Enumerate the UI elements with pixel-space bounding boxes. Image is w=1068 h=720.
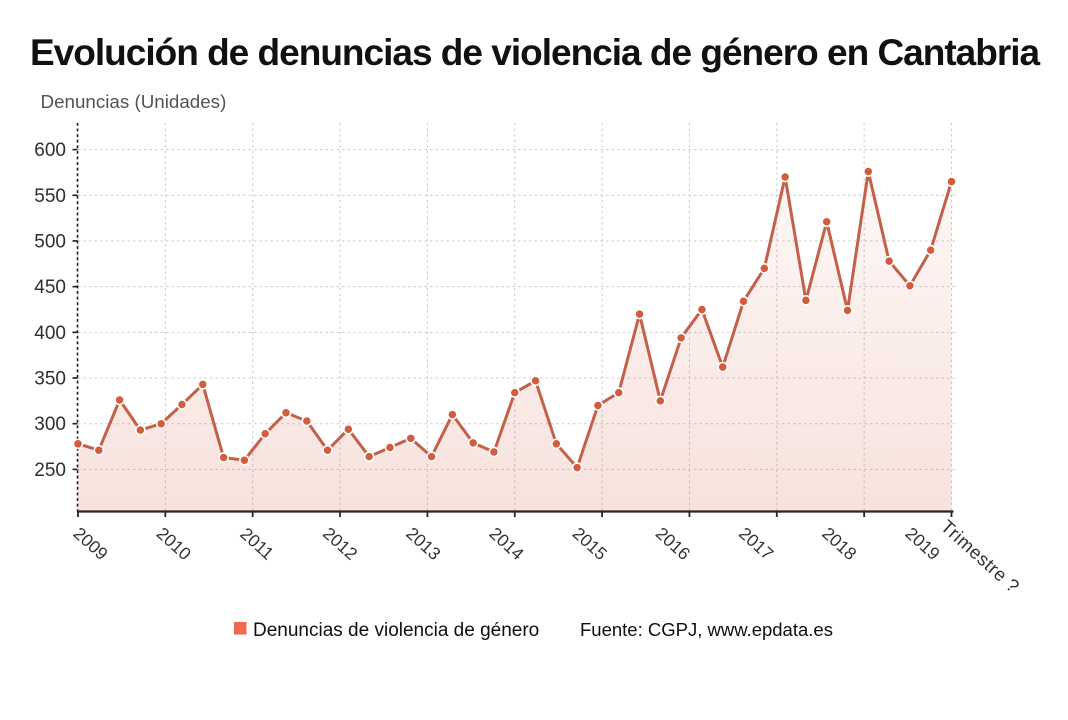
svg-text:250: 250 [34, 460, 66, 481]
svg-text:Evolución de denuncias de viol: Evolución de denuncias de violencia de g… [30, 32, 1041, 73]
svg-text:Fuente: CGPJ, www.epdata.es: Fuente: CGPJ, www.epdata.es [580, 619, 833, 640]
svg-text:Denuncias de violencia de géne: Denuncias de violencia de género [253, 620, 539, 641]
svg-text:300: 300 [34, 414, 66, 435]
svg-text:600: 600 [34, 140, 66, 161]
svg-text:350: 350 [34, 369, 66, 390]
svg-text:550: 550 [34, 186, 66, 207]
svg-text:450: 450 [34, 277, 66, 298]
svg-text:500: 500 [34, 231, 66, 252]
svg-text:400: 400 [34, 323, 66, 344]
svg-text:Denuncias (Unidades): Denuncias (Unidades) [41, 91, 227, 112]
